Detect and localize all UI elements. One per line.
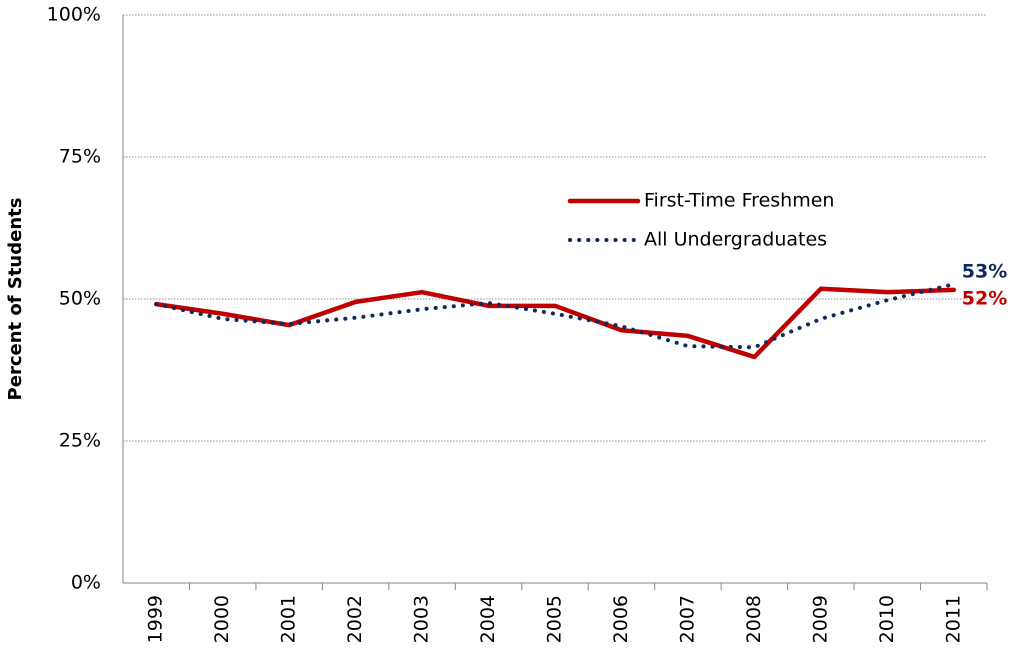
data-label: 52% bbox=[962, 287, 1007, 309]
x-tick-label: 2006 bbox=[610, 595, 632, 643]
x-tick-label: 2011 bbox=[942, 595, 964, 643]
x-tick-label: 2010 bbox=[876, 595, 898, 643]
x-tick-label: 2005 bbox=[544, 595, 566, 643]
y-axis-title: Percent of Students bbox=[5, 198, 26, 401]
x-tick-label: 2007 bbox=[676, 595, 698, 643]
y-tick-label: 0% bbox=[71, 572, 101, 594]
y-tick-label: 50% bbox=[59, 288, 101, 310]
x-tick-label: 1999 bbox=[145, 595, 167, 643]
legend-label: All Undergraduates bbox=[644, 229, 827, 251]
x-tick-label: 2002 bbox=[344, 595, 366, 643]
y-tick-label: 75% bbox=[59, 146, 101, 168]
data-label: 53% bbox=[962, 261, 1007, 283]
x-tick-label: 2001 bbox=[278, 595, 300, 643]
series-line bbox=[154, 282, 956, 350]
x-tick-label: 2003 bbox=[411, 595, 433, 643]
x-tick-label: 2000 bbox=[211, 595, 233, 643]
legend-label: First-Time Freshmen bbox=[644, 190, 834, 212]
x-tick-label: 2008 bbox=[743, 595, 765, 643]
x-tick-label: 2009 bbox=[809, 595, 831, 643]
y-tick-label: 100% bbox=[47, 4, 101, 26]
x-tick-label: 2004 bbox=[477, 595, 499, 643]
y-tick-label: 25% bbox=[59, 430, 101, 452]
series-line bbox=[153, 286, 957, 360]
